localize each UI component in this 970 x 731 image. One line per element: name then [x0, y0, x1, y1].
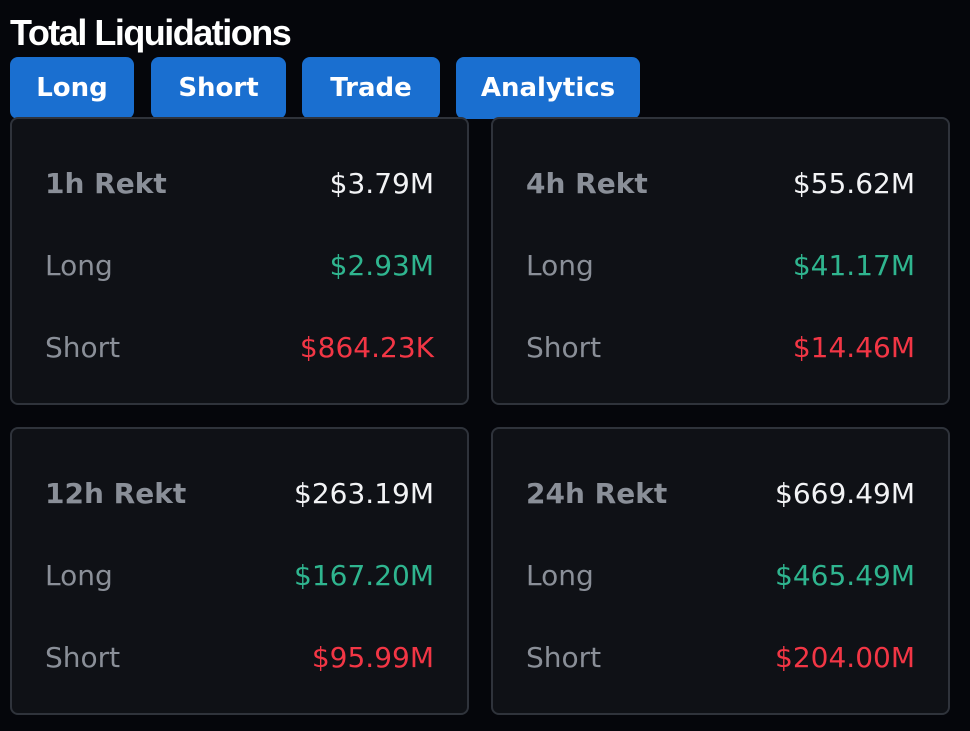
- stat-row: 12h Rekt $263.19M: [45, 477, 434, 510]
- stat-label: Long: [45, 249, 113, 282]
- stat-label: Short: [45, 331, 121, 364]
- stat-row: Long $465.49M: [526, 559, 915, 592]
- stat-value: $204.00M: [775, 641, 915, 674]
- stat-value: $95.99M: [311, 641, 434, 674]
- stat-value: $41.17M: [792, 249, 915, 282]
- tab-button[interactable]: Trade: [302, 57, 440, 119]
- stat-label: Long: [526, 249, 594, 282]
- stat-value: $2.93M: [329, 249, 434, 282]
- stat-row: 24h Rekt $669.49M: [526, 477, 915, 510]
- stat-row: 4h Rekt $55.62M: [526, 167, 915, 200]
- stat-value: $167.20M: [294, 559, 434, 592]
- stat-value: $465.49M: [775, 559, 915, 592]
- stat-label: Short: [526, 641, 602, 674]
- stat-row: Short $95.99M: [45, 641, 434, 674]
- stat-row: Short $204.00M: [526, 641, 915, 674]
- stat-label: Short: [526, 331, 602, 364]
- stat-row: Short $864.23K: [45, 331, 434, 364]
- stat-row: 1h Rekt $3.79M: [45, 167, 434, 200]
- tab-button[interactable]: Short: [151, 57, 286, 119]
- stat-value: $864.23K: [299, 331, 434, 364]
- stat-card: 24h Rekt $669.49M Long $465.49M Short $204.00…: [491, 427, 950, 715]
- stat-row: Long $41.17M: [526, 249, 915, 282]
- stat-value: $669.49M: [775, 477, 915, 510]
- stat-label: 4h Rekt: [526, 167, 648, 200]
- stat-label: 24h Rekt: [526, 477, 668, 510]
- stat-row: Short $14.46M: [526, 331, 915, 364]
- stat-value: $55.62M: [792, 167, 915, 200]
- stat-value: $14.46M: [792, 331, 915, 364]
- stat-value: $263.19M: [294, 477, 434, 510]
- stat-label: 1h Rekt: [45, 167, 167, 200]
- stat-value: $3.79M: [329, 167, 434, 200]
- stat-card: 4h Rekt $55.62M Long $41.17M Short $14.46M: [491, 117, 950, 405]
- stat-row: Long $167.20M: [45, 559, 434, 592]
- page-title: Total Liquidations: [10, 12, 292, 53]
- stat-card: 1h Rekt $3.79M Long $2.93M Short $864.23K: [10, 117, 469, 405]
- stat-label: Short: [45, 641, 121, 674]
- stat-label: 12h Rekt: [45, 477, 187, 510]
- stat-label: Long: [526, 559, 594, 592]
- stat-card: 12h Rekt $263.19M Long $167.20M Short $95.99M: [10, 427, 469, 715]
- tab-button[interactable]: Long: [10, 57, 134, 119]
- stat-label: Long: [45, 559, 113, 592]
- tab-button[interactable]: Analytics: [456, 57, 640, 119]
- stat-row: Long $2.93M: [45, 249, 434, 282]
